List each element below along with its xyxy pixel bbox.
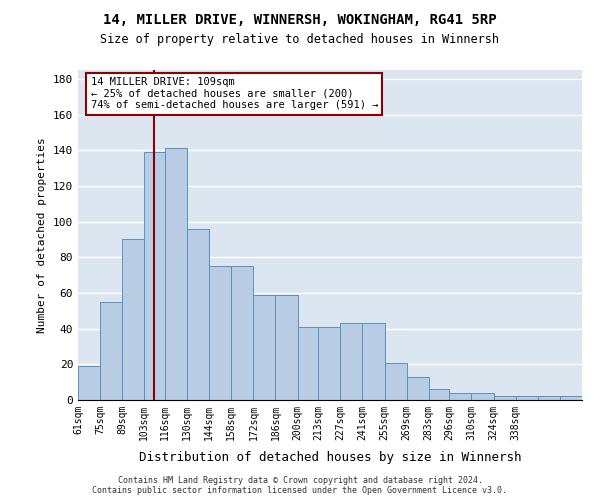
Text: 14, MILLER DRIVE, WINNERSH, WOKINGHAM, RG41 5RP: 14, MILLER DRIVE, WINNERSH, WOKINGHAM, R… — [103, 12, 497, 26]
Text: 14 MILLER DRIVE: 109sqm
← 25% of detached houses are smaller (200)
74% of semi-d: 14 MILLER DRIVE: 109sqm ← 25% of detache… — [91, 77, 378, 110]
Bar — [362, 324, 385, 400]
Bar — [494, 396, 515, 400]
Bar — [515, 396, 538, 400]
Bar — [209, 266, 231, 400]
Bar — [100, 302, 122, 400]
Bar — [253, 295, 275, 400]
Bar — [231, 266, 253, 400]
Bar — [472, 393, 494, 400]
Bar — [385, 362, 407, 400]
Y-axis label: Number of detached properties: Number of detached properties — [37, 137, 47, 333]
Bar — [145, 152, 165, 400]
Bar — [429, 390, 449, 400]
Bar — [78, 366, 100, 400]
Bar — [298, 327, 318, 400]
Bar — [449, 393, 472, 400]
Text: Size of property relative to detached houses in Winnersh: Size of property relative to detached ho… — [101, 32, 499, 46]
Bar — [560, 396, 582, 400]
Bar — [318, 327, 340, 400]
Bar — [187, 229, 209, 400]
Bar — [165, 148, 187, 400]
X-axis label: Distribution of detached houses by size in Winnersh: Distribution of detached houses by size … — [139, 451, 521, 464]
Bar — [340, 324, 362, 400]
Bar — [122, 240, 145, 400]
Bar — [538, 396, 560, 400]
Bar — [407, 377, 429, 400]
Text: Contains HM Land Registry data © Crown copyright and database right 2024.
Contai: Contains HM Land Registry data © Crown c… — [92, 476, 508, 495]
Bar — [275, 295, 298, 400]
